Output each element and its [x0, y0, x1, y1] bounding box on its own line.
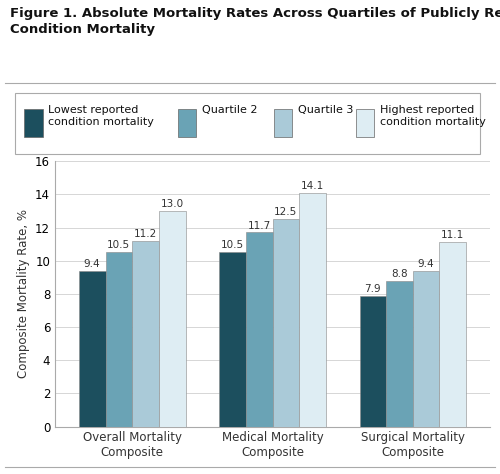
Text: 11.2: 11.2 [134, 229, 157, 239]
Bar [272, 219, 299, 427]
Bar [274, 109, 292, 137]
Bar [246, 232, 272, 427]
Bar [159, 211, 186, 427]
Text: Highest reported
condition mortality: Highest reported condition mortality [380, 105, 486, 127]
Y-axis label: Composite Mortality Rate, %: Composite Mortality Rate, % [16, 210, 30, 378]
Text: 14.1: 14.1 [301, 181, 324, 191]
Bar [178, 109, 196, 137]
Bar [356, 109, 374, 137]
Bar [386, 281, 413, 427]
Bar [360, 296, 386, 427]
Bar [219, 252, 246, 427]
Text: 10.5: 10.5 [221, 240, 244, 250]
Text: 7.9: 7.9 [364, 283, 381, 293]
Text: 12.5: 12.5 [274, 207, 297, 217]
Text: 9.4: 9.4 [418, 259, 434, 269]
Text: Quartile 3: Quartile 3 [298, 105, 354, 115]
Bar [79, 271, 106, 427]
Bar [106, 252, 132, 427]
Bar [132, 241, 159, 427]
Text: 13.0: 13.0 [160, 199, 184, 209]
Text: 9.4: 9.4 [84, 259, 100, 269]
Text: 11.7: 11.7 [248, 220, 271, 230]
Text: 11.1: 11.1 [441, 230, 464, 240]
Bar [413, 271, 440, 427]
Bar [440, 242, 466, 427]
Bar [24, 109, 42, 137]
Text: 8.8: 8.8 [391, 269, 408, 279]
Bar [299, 192, 326, 427]
Text: 10.5: 10.5 [108, 240, 130, 250]
Text: Lowest reported
condition mortality: Lowest reported condition mortality [48, 105, 154, 127]
Text: Figure 1. Absolute Mortality Rates Across Quartiles of Publicly Reported
Conditi: Figure 1. Absolute Mortality Rates Acros… [10, 7, 500, 36]
Text: Quartile 2: Quartile 2 [202, 105, 258, 115]
FancyBboxPatch shape [15, 93, 480, 154]
